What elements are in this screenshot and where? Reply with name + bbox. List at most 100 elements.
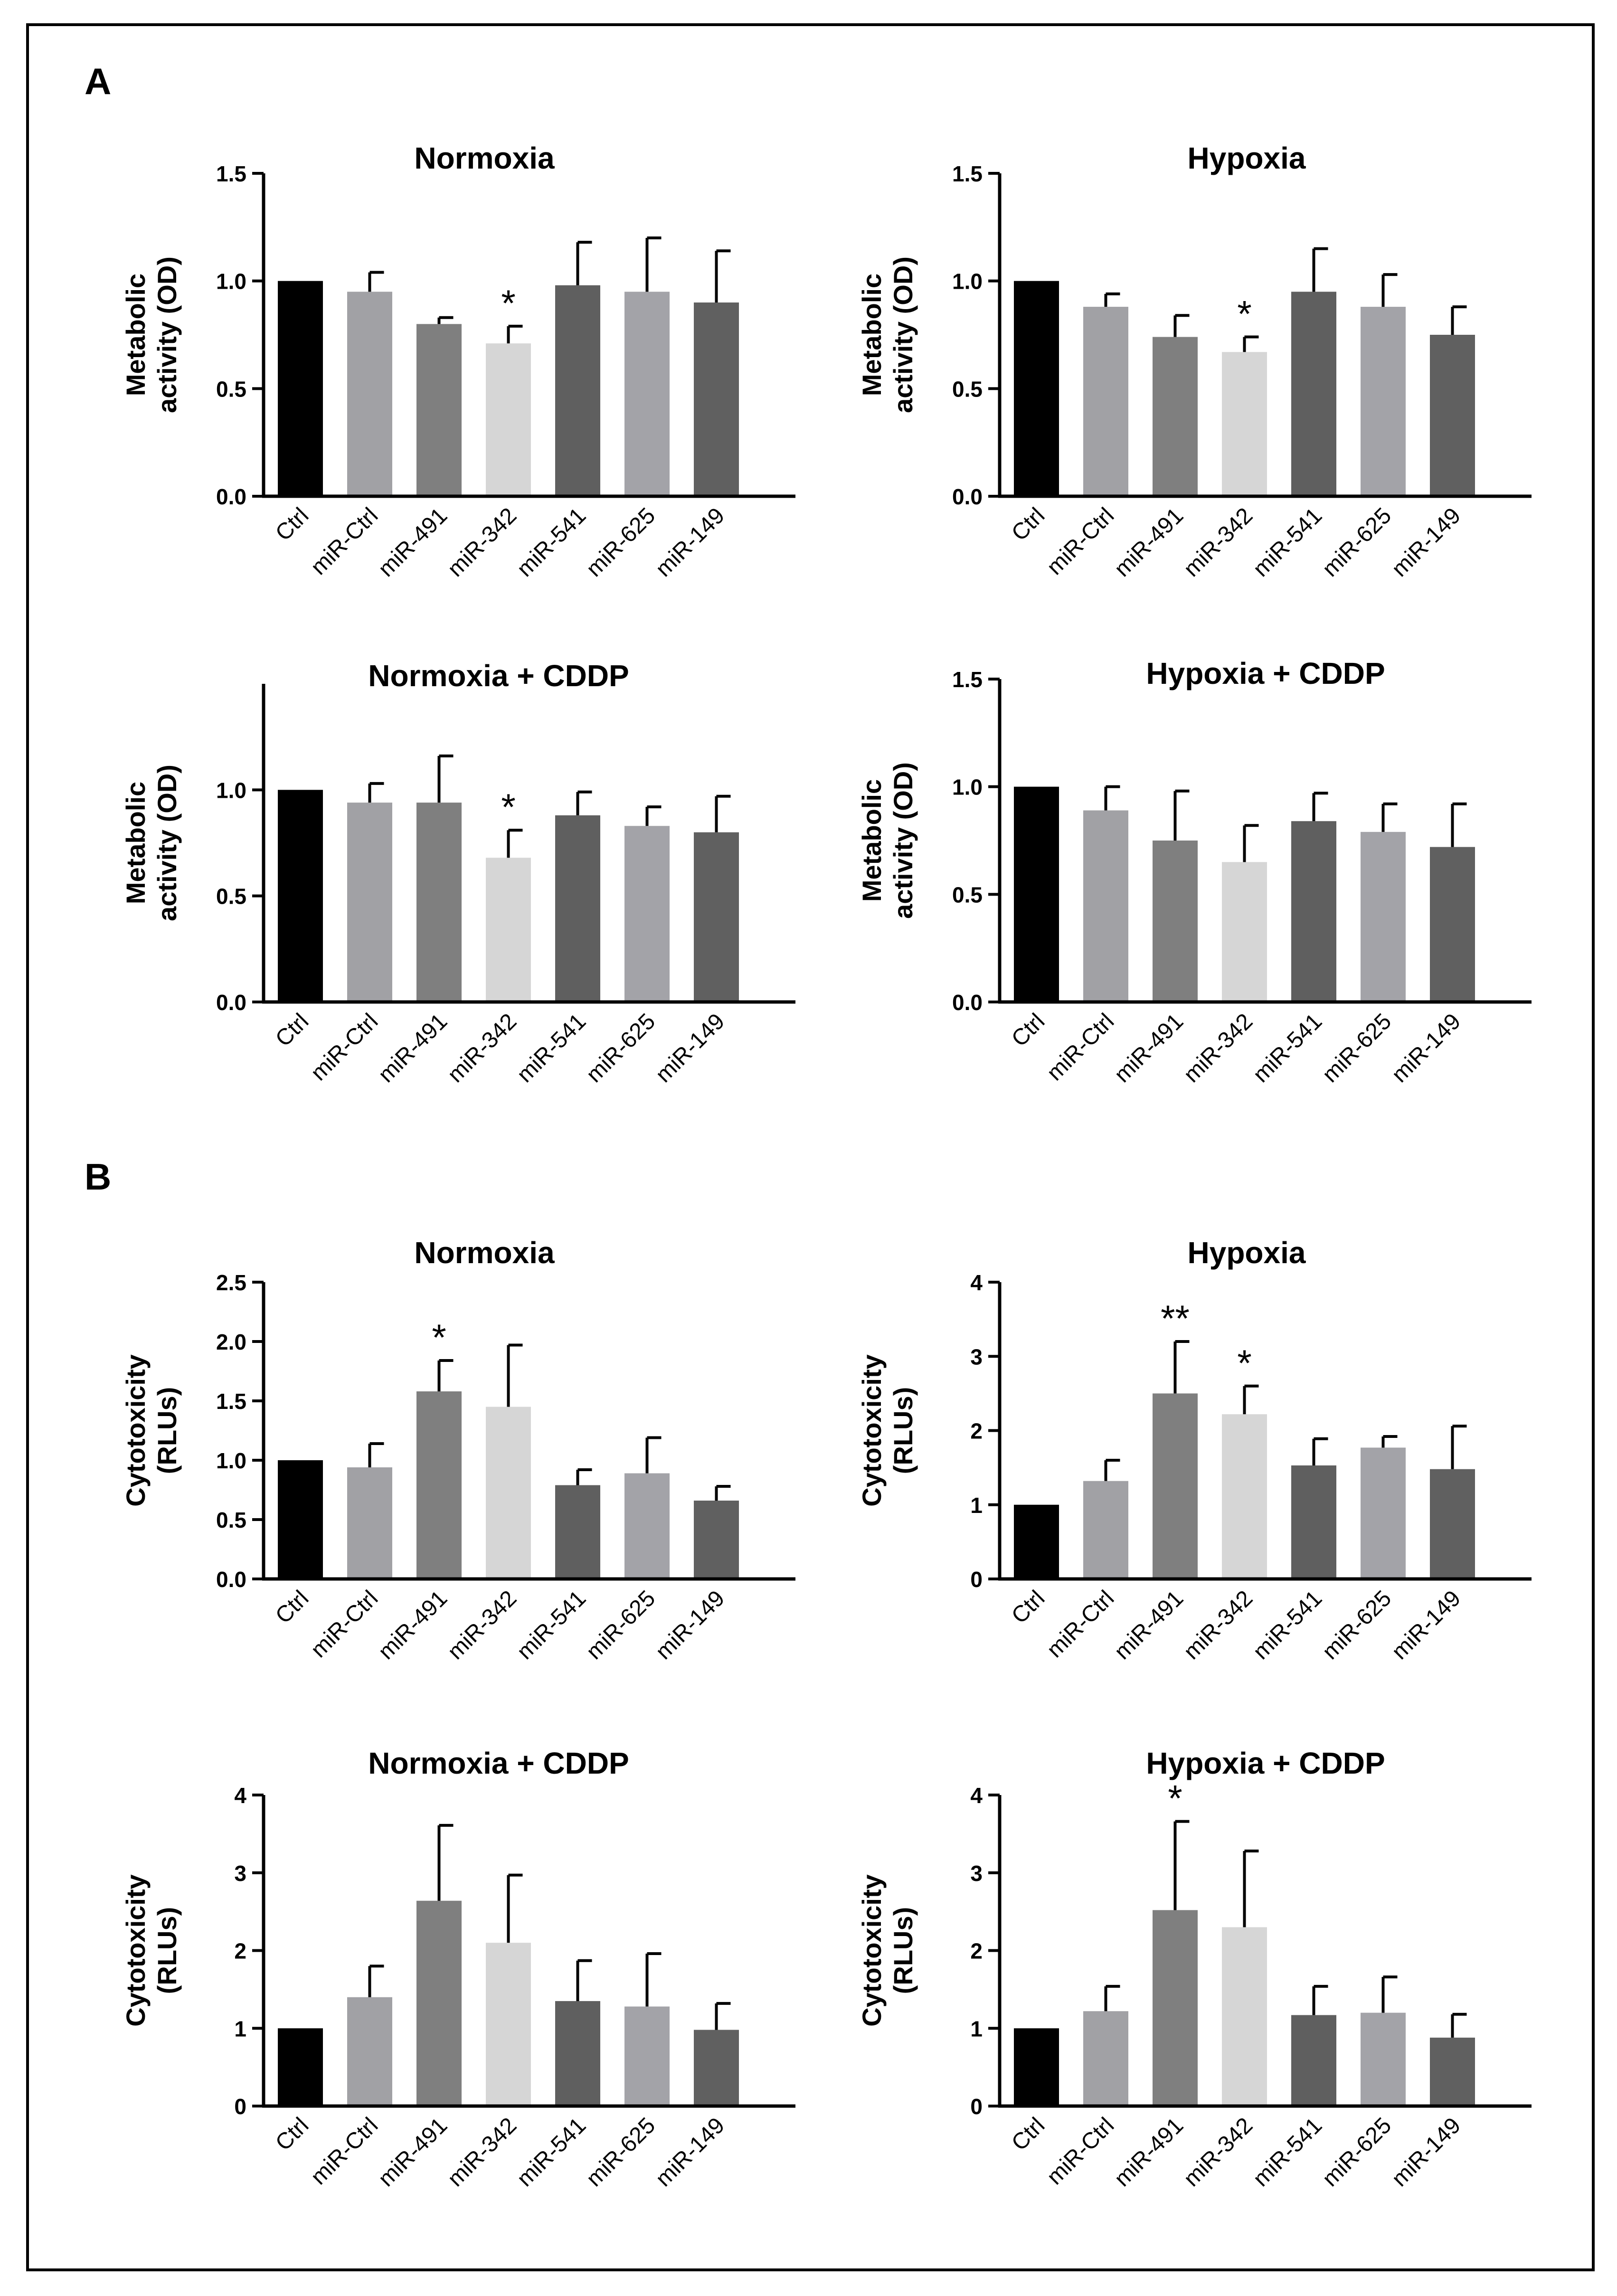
bar-ctrl	[278, 790, 323, 1002]
y-axis-label-line: activity (OD)	[888, 256, 918, 413]
y-axis-label: Metabolicactivity (OD)	[857, 256, 918, 413]
significance-marker: **	[1161, 1297, 1190, 1339]
x-tick-label: miR-541	[1248, 1009, 1327, 1087]
y-tick-label: 0	[970, 1567, 983, 1592]
chart-title: Hypoxia	[1188, 1236, 1306, 1270]
y-tick-label: 1.5	[216, 161, 246, 186]
bar-mir-149	[694, 2030, 739, 2106]
y-tick-label: 1.5	[216, 1389, 246, 1414]
x-tick-label: miR-491	[374, 1009, 453, 1087]
y-tick-label: 0.0	[952, 484, 983, 509]
x-tick-label: miR-149	[651, 1009, 730, 1087]
chart-8: Hypoxia + CDDPCytotoxicity(RLUs)CtrlmiR-…	[857, 1746, 1532, 2192]
x-tick-label: miR-149	[1387, 2113, 1466, 2192]
y-tick-label: 1	[234, 2016, 246, 2041]
bar-mir-491	[1153, 1393, 1198, 1579]
bar-mir-491	[416, 1391, 462, 1579]
significance-marker: *	[1237, 1342, 1251, 1384]
x-tick-label: miR-149	[1387, 1586, 1466, 1664]
y-axis-label-line: Metabolic	[857, 779, 887, 902]
significance-marker: *	[501, 786, 515, 828]
y-tick-label: 3	[970, 1344, 983, 1369]
bar-mir-ctrl	[347, 803, 392, 1002]
chart-2: Hypoxia Metabolicactivity (OD) CtrlmiR-Ctr…	[857, 141, 1532, 582]
x-tick-label: miR-342	[443, 1009, 522, 1087]
bar-mir-342	[1222, 352, 1267, 496]
x-tick-label: miR-Ctrl	[1042, 1586, 1119, 1663]
x-tick-label: miR-625	[1318, 1009, 1397, 1087]
x-tick-label: miR-149	[651, 503, 730, 582]
chart-title: Hypoxia + CDDP	[1146, 1746, 1385, 1780]
panel-letter-a: A	[85, 60, 111, 102]
y-axis-label-line: activity (OD)	[152, 765, 182, 921]
chart-title: Hypoxia + CDDP	[1146, 656, 1385, 690]
x-tick-label: miR-342	[1179, 1586, 1258, 1664]
x-tick-label: Ctrl	[271, 503, 313, 546]
bar-mir-342	[486, 343, 531, 496]
bar-mir-149	[1430, 335, 1475, 496]
y-axis-label-line: Cytotoxicity	[857, 1354, 887, 1507]
x-tick-label: miR-625	[582, 1586, 661, 1664]
bar-mir-625	[1361, 307, 1406, 496]
bar-mir-491	[1153, 1910, 1198, 2106]
bar-mir-149	[694, 1501, 739, 1579]
bar-mir-625	[1361, 2013, 1406, 2106]
x-tick-label: miR-491	[1110, 1009, 1189, 1087]
bar-mir-491	[416, 1900, 462, 2106]
y-tick-label: 4	[970, 1270, 983, 1295]
x-tick-label: miR-342	[443, 2113, 522, 2192]
bar-mir-625	[624, 826, 670, 1002]
y-tick-label: 4	[970, 1783, 983, 1808]
bar-mir-342	[1222, 1927, 1267, 2106]
y-tick-label: 0.0	[216, 484, 246, 509]
bar-mir-541	[555, 815, 600, 1002]
x-tick-label: miR-342	[1179, 1009, 1258, 1087]
y-axis-label: Cytotoxicity(RLUs)	[857, 1354, 918, 1507]
x-tick-label: miR-541	[512, 2113, 591, 2192]
x-tick-label: miR-Ctrl	[306, 503, 383, 580]
bar-mir-ctrl	[1083, 810, 1128, 1002]
x-tick-label: Ctrl	[271, 2113, 313, 2155]
x-tick-label: miR-149	[1387, 503, 1466, 582]
chart-title: Normoxia + CDDP	[368, 1746, 629, 1780]
x-tick-label: miR-541	[1248, 1586, 1327, 1664]
bar-mir-149	[1430, 847, 1475, 1002]
y-tick-label: 0.5	[952, 882, 983, 907]
bar-mir-625	[1361, 831, 1406, 1002]
bar-mir-ctrl	[1083, 1481, 1128, 1579]
x-tick-label: miR-541	[512, 1009, 591, 1087]
y-axis-label: Metabolicactivity (OD)	[857, 762, 918, 919]
x-tick-label: miR-625	[1318, 2113, 1397, 2192]
bar-mir-491	[416, 803, 462, 1002]
x-tick-label: miR-342	[1179, 503, 1258, 582]
bar-mir-ctrl	[347, 1997, 392, 2106]
y-tick-label: 2	[970, 1419, 983, 1444]
bar-mir-541	[1291, 1465, 1336, 1579]
x-tick-label: Ctrl	[271, 1009, 313, 1051]
chart-7: Normoxia + CDDPCytotoxicity(RLUs)CtrlmiR…	[121, 1746, 795, 2192]
chart-4: Hypoxia + CDDP Metabolicactivity (OD) Ctrl…	[857, 656, 1532, 1087]
y-tick-label: 1.0	[216, 1448, 246, 1473]
bar-mir-ctrl	[347, 292, 392, 496]
bar-mir-541	[555, 285, 600, 496]
x-tick-label: miR-541	[512, 503, 591, 582]
x-tick-label: miR-Ctrl	[306, 2113, 383, 2190]
bar-mir-149	[694, 832, 739, 1002]
chart-1: Normoxia Metabolicactivity (OD) CtrlmiR-Ct…	[121, 141, 795, 582]
y-tick-label: 3	[234, 1861, 246, 1886]
x-tick-label: miR-541	[512, 1586, 591, 1664]
x-tick-label: miR-625	[1318, 503, 1397, 582]
bar-mir-541	[1291, 821, 1336, 1002]
y-axis-label-line: Cytotoxicity	[857, 1874, 887, 2027]
y-tick-label: 2.0	[216, 1330, 246, 1354]
bar-mir-149	[694, 302, 739, 496]
chart-title: Normoxia	[414, 141, 555, 175]
y-axis-label-line: (RLUs)	[888, 1907, 918, 1994]
x-tick-label: Ctrl	[1007, 503, 1050, 546]
x-tick-label: miR-Ctrl	[1042, 503, 1119, 580]
chart-title: Normoxia + CDDP	[368, 659, 629, 693]
bar-mir-342	[1222, 862, 1267, 1002]
y-tick-label: 1.0	[216, 269, 246, 294]
bar-mir-ctrl	[1083, 307, 1128, 496]
